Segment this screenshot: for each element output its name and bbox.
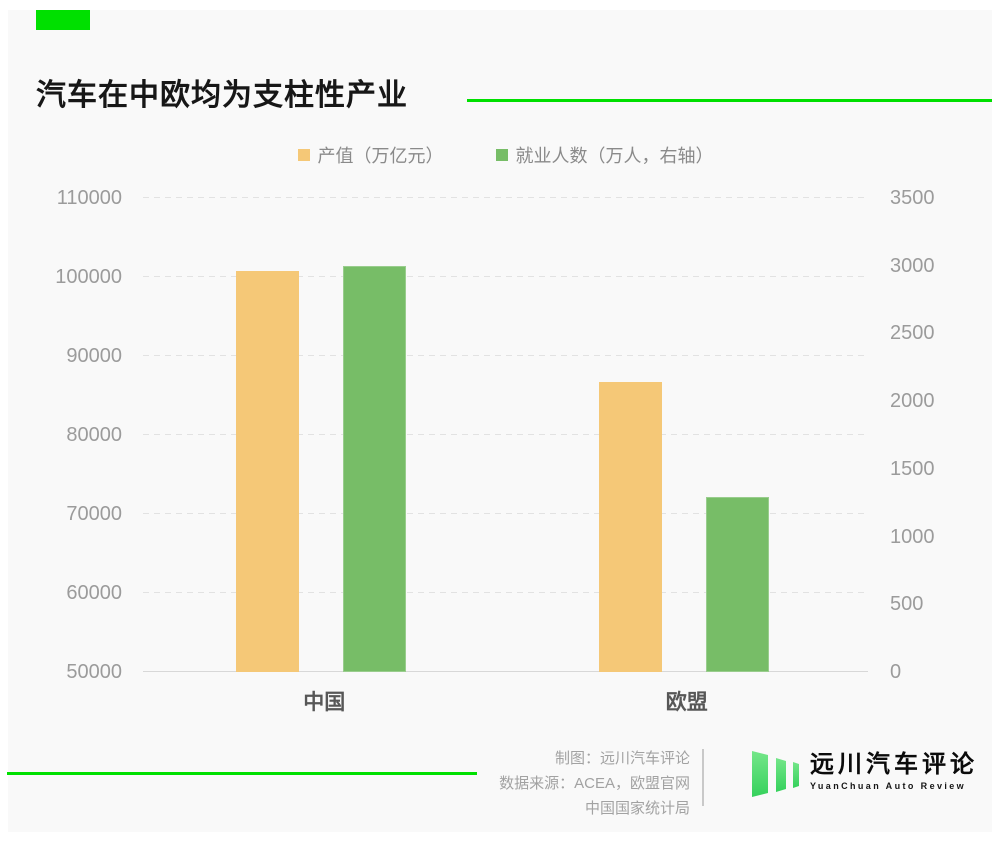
credit-line-author: 制图：远川汽车评论 bbox=[554, 750, 690, 767]
title-underline bbox=[467, 99, 992, 102]
y-tick-left-110000: 110000 bbox=[56, 187, 122, 209]
brand-logo-text: 远川汽车评论 YuanChuan Auto Review bbox=[810, 751, 978, 791]
credit-line-source2: 中国国家统计局 bbox=[584, 800, 690, 817]
gridline-90000 bbox=[143, 354, 868, 356]
y-tick-left-60000: 60000 bbox=[66, 582, 122, 604]
chart-title: 汽车在中欧均为支柱性产业 bbox=[36, 79, 408, 112]
gridline-60000 bbox=[143, 591, 868, 593]
y-tick-right-1000: 1000 bbox=[890, 525, 935, 548]
gridline-80000 bbox=[143, 433, 868, 435]
legend-swatch-output bbox=[297, 149, 310, 161]
legend-item-output[interactable]: 产值（万亿元） bbox=[297, 142, 444, 168]
credits: 制图：远川汽车评论 数据来源：ACEA，欧盟官网 中国国家统计局 bbox=[360, 746, 690, 821]
y-tick-right-3500: 3500 bbox=[890, 187, 935, 209]
y-tick-left-50000: 50000 bbox=[66, 661, 122, 683]
gridline-110000 bbox=[143, 196, 868, 198]
y-tick-right-1500: 1500 bbox=[890, 457, 935, 480]
legend-label-output: 产值（万亿元） bbox=[317, 146, 444, 166]
legend-swatch-employment bbox=[495, 149, 508, 161]
x-category-欧盟: 欧盟 bbox=[665, 691, 708, 714]
y-tick-left-90000: 90000 bbox=[66, 345, 122, 367]
brand-logo-stripes-icon bbox=[752, 751, 800, 802]
gridline-50000 bbox=[143, 670, 868, 672]
credit-line-source: 数据来源：ACEA，欧盟官网 bbox=[499, 775, 690, 792]
gridline-70000 bbox=[143, 512, 868, 514]
y-tick-right-0: 0 bbox=[890, 661, 902, 683]
bar-欧盟-就业人数（万人，右轴） bbox=[705, 497, 769, 672]
y-tick-left-100000: 100000 bbox=[55, 266, 122, 288]
brand-accent-rect bbox=[36, 10, 90, 30]
legend-label-employment: 就业人数（万人，右轴） bbox=[515, 146, 714, 166]
footer-accent-line bbox=[7, 772, 477, 775]
x-axis: 中国 欧盟 bbox=[143, 686, 868, 716]
legend: 产值（万亿元） 就业人数（万人，右轴） bbox=[143, 142, 868, 168]
y-axis-right: 0 500 1000 1500 2000 2500 3000 3500 bbox=[890, 187, 970, 683]
chart-card bbox=[8, 10, 992, 832]
y-tick-right-2500: 2500 bbox=[890, 322, 935, 345]
plot-area bbox=[143, 196, 868, 672]
brand-name-cn: 远川汽车评论 bbox=[810, 751, 978, 778]
gridline-100000 bbox=[143, 275, 868, 277]
y-tick-left-80000: 80000 bbox=[66, 424, 122, 446]
bar-欧盟-产值（万亿元） bbox=[598, 382, 662, 672]
bar-中国-产值（万亿元） bbox=[236, 271, 300, 672]
y-tick-left-70000: 70000 bbox=[66, 503, 122, 525]
brand-logo: 远川汽车评论 YuanChuan Auto Review bbox=[752, 751, 978, 802]
legend-item-employment[interactable]: 就业人数（万人，右轴） bbox=[495, 142, 714, 168]
brand-name-en: YuanChuan Auto Review bbox=[810, 780, 967, 791]
y-tick-right-3000: 3000 bbox=[890, 254, 935, 277]
bar-中国-就业人数（万人，右轴） bbox=[343, 266, 407, 672]
y-tick-right-2000: 2000 bbox=[890, 390, 935, 413]
y-tick-right-500: 500 bbox=[890, 593, 924, 616]
footer-divider bbox=[702, 749, 704, 806]
x-category-中国: 中国 bbox=[303, 691, 346, 714]
y-axis-left: 50000 60000 70000 80000 90000 100000 110000 bbox=[34, 187, 122, 683]
